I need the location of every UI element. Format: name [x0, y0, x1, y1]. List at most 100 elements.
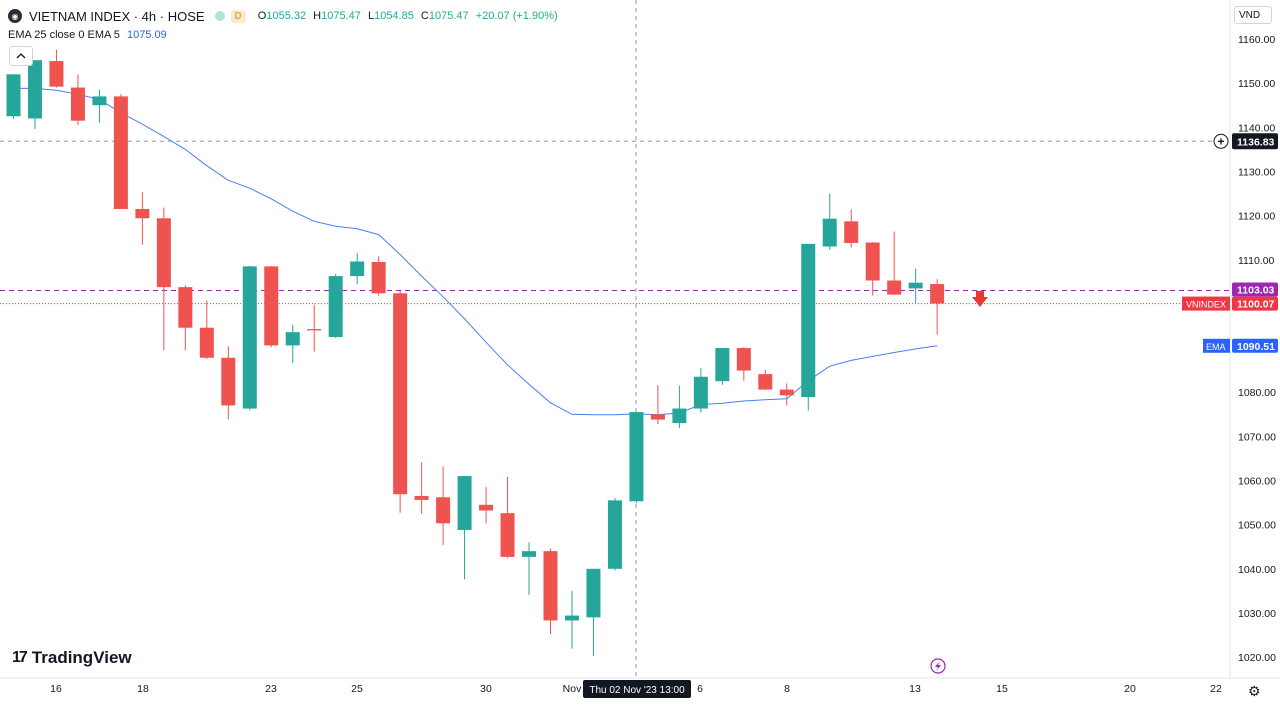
low-value: 1054.85 — [374, 10, 414, 22]
price-tick-label: 1110.00 — [1238, 255, 1275, 267]
ema-name-text: EMA — [1206, 342, 1226, 352]
time-tick-label: 16 — [50, 683, 62, 695]
currency-label[interactable]: VND — [1234, 6, 1272, 24]
high-value: 1075.47 — [321, 10, 361, 22]
price-tick-label: 1120.00 — [1238, 211, 1275, 223]
candle-body — [543, 551, 558, 621]
candle-body — [715, 348, 730, 382]
change-value: +20.07 (+1.90%) — [475, 10, 558, 22]
indicator-title[interactable]: EMA 25 close 0 EMA 5 — [8, 29, 120, 41]
symbol-name-text: VNINDEX — [1186, 300, 1226, 310]
candle-body — [865, 242, 880, 281]
candle-body — [436, 497, 451, 524]
price-tick-label: 1040.00 — [1238, 564, 1276, 576]
price-tick-label: 1020.00 — [1238, 652, 1276, 664]
candle-body — [650, 414, 665, 420]
candle-body — [27, 60, 42, 119]
time-tick-label: 23 — [265, 683, 277, 695]
symbol-title[interactable]: VIETNAM INDEX · 4h · HOSE — [29, 8, 205, 24]
candle-body — [822, 218, 837, 247]
collapse-legend-button[interactable] — [9, 46, 33, 66]
candle-body — [887, 280, 902, 295]
candle-body — [264, 266, 279, 346]
last-price-text: 1100.07 — [1237, 299, 1275, 311]
candle-body — [672, 408, 687, 424]
candle-body — [457, 476, 472, 530]
ema-name-badge — [1203, 338, 1230, 353]
price-tick-label: 1060.00 — [1238, 476, 1276, 488]
candle-body — [49, 61, 64, 87]
crosshair-price-badge — [1232, 133, 1278, 150]
price-tick-label: 1140.00 — [1238, 122, 1275, 134]
candle-body — [135, 208, 150, 219]
candle-body — [285, 332, 300, 346]
price-tick-label: 1070.00 — [1238, 431, 1276, 443]
candle-body — [564, 615, 579, 621]
candle-body — [844, 221, 859, 243]
tradingview-logo-icon: 17 — [12, 649, 28, 666]
candle-body — [801, 243, 816, 398]
candle-body — [779, 389, 794, 396]
price-tick-label: 1050.00 — [1238, 520, 1276, 532]
time-tick-label: 15 — [996, 683, 1008, 695]
chevron-up-icon — [16, 53, 26, 59]
candle-body — [92, 96, 107, 106]
level-price-badge — [1232, 282, 1278, 297]
lightning-icon — [935, 661, 941, 671]
candle-body — [199, 327, 214, 358]
candle-body — [693, 376, 708, 409]
candle-body — [930, 284, 945, 304]
candle-body — [586, 568, 601, 618]
time-tick-label: 6 — [697, 683, 703, 695]
ema-price-badge — [1232, 338, 1278, 353]
data-badge[interactable]: D — [230, 9, 246, 23]
indicator-value: 1075.09 — [126, 29, 167, 41]
candle-body — [607, 500, 622, 569]
price-tick-label: 1030.00 — [1238, 608, 1276, 620]
candle-body — [522, 551, 537, 557]
candle-body — [113, 96, 128, 209]
ema-price-text: 1090.51 — [1237, 341, 1275, 353]
candle-body — [6, 74, 21, 117]
chart-legend: ◉ VIETNAM INDEX · 4h · HOSE D O1055.32 H… — [8, 6, 562, 44]
time-tick-label: 25 — [351, 683, 363, 695]
time-tick-label: 22 — [1210, 683, 1222, 695]
symbol-name-badge — [1182, 296, 1230, 311]
candle-body — [500, 513, 515, 557]
symbol-icon: ◉ — [8, 9, 22, 23]
candle-body — [371, 261, 386, 294]
candle-body — [736, 348, 751, 371]
crosshair-price-text: 1136.83 — [1237, 136, 1275, 148]
time-tick-label: 30 — [480, 683, 492, 695]
price-tick-label: 1080.00 — [1238, 387, 1276, 399]
crosshair-time-text: Thu 02 Nov '23 13:00 — [589, 685, 685, 696]
close-value: 1075.47 — [428, 10, 469, 22]
candle-body — [328, 276, 343, 338]
settings-icon[interactable]: ⚙ — [1248, 683, 1261, 699]
tradingview-logo-text: TradingView — [31, 648, 132, 667]
price-tick-label: 1130.00 — [1238, 166, 1275, 178]
candle-body — [350, 261, 365, 277]
candle-body — [414, 495, 429, 500]
last-price-badge — [1232, 296, 1278, 311]
add-alert-icon[interactable] — [1213, 133, 1229, 149]
ema-line — [13, 87, 938, 416]
down-arrow-icon — [972, 291, 988, 307]
level-price-text: 1103.03 — [1237, 285, 1275, 297]
candle-body — [758, 374, 773, 390]
candle-body — [393, 293, 408, 495]
time-tick-label: 18 — [137, 683, 149, 695]
time-tick-label: 8 — [784, 683, 790, 695]
price-tick-label: 1150.00 — [1238, 78, 1275, 90]
ohlc-values: O1055.32 H1075.47 L1054.85 C1075.47 +20.… — [257, 10, 558, 22]
time-tick-label: Nov — [563, 683, 582, 695]
tradingview-logo[interactable]: 17 TradingView — [12, 648, 132, 668]
open-value: 1055.32 — [266, 10, 307, 22]
candle-body — [156, 218, 171, 288]
price-tick-label: 1160.00 — [1238, 34, 1275, 46]
candle-body — [221, 357, 236, 406]
candle-body — [908, 282, 923, 289]
time-tick-label: 13 — [909, 683, 921, 695]
candle-body — [629, 412, 644, 502]
